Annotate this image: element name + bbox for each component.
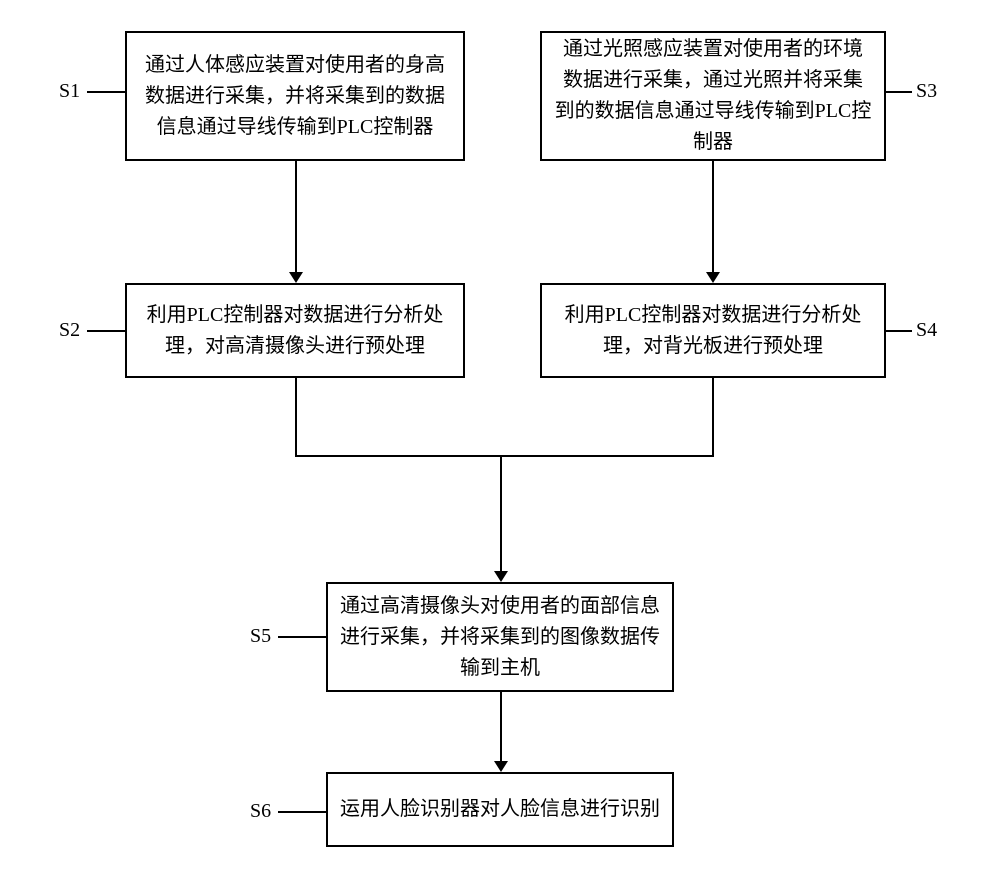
flowchart-canvas: 通过人体感应装置对使用者的身高数据进行采集，并将采集到的数据信息通过导线传输到P… [0,0,1000,883]
step-label-text: S6 [250,800,271,822]
step-label-s3: S3 [916,80,937,103]
edge-vline [295,161,297,272]
edge-vline [712,378,714,455]
flow-node-s3: 通过光照感应装置对使用者的环境数据进行采集，通过光照并将采集到的数据信息通过导线… [540,31,886,161]
flow-node-text: 利用PLC控制器对数据进行分析处理，对背光板进行预处理 [554,300,872,362]
step-label-text: S3 [916,80,937,102]
edge-vline [500,455,502,571]
flow-node-s6: 运用人脸识别器对人脸信息进行识别 [326,772,674,847]
leader-line [886,91,912,93]
leader-line [278,636,326,638]
flow-node-s5: 通过高清摄像头对使用者的面部信息进行采集，并将采集到的图像数据传输到主机 [326,582,674,692]
step-label-s5: S5 [250,625,271,648]
arrow-down-icon [706,272,720,283]
step-label-s1: S1 [59,80,80,103]
leader-line [87,330,125,332]
step-label-text: S5 [250,625,271,647]
step-label-text: S1 [59,80,80,102]
step-label-s2: S2 [59,319,80,342]
leader-line [87,91,125,93]
step-label-s4: S4 [916,319,937,342]
step-label-text: S2 [59,319,80,341]
flow-node-s2: 利用PLC控制器对数据进行分析处理，对高清摄像头进行预处理 [125,283,465,378]
flow-node-text: 运用人脸识别器对人脸信息进行识别 [340,794,660,825]
arrow-down-icon [289,272,303,283]
flow-node-text: 通过人体感应装置对使用者的身高数据进行采集，并将采集到的数据信息通过导线传输到P… [139,50,451,143]
flow-node-text: 通过光照感应装置对使用者的环境数据进行采集，通过光照并将采集到的数据信息通过导线… [554,34,872,158]
flow-node-s4: 利用PLC控制器对数据进行分析处理，对背光板进行预处理 [540,283,886,378]
arrow-down-icon [494,571,508,582]
edge-vline [500,692,502,761]
leader-line [278,811,326,813]
step-label-s6: S6 [250,800,271,823]
arrow-down-icon [494,761,508,772]
leader-line [886,330,912,332]
edge-hline [295,455,714,457]
flow-node-text: 通过高清摄像头对使用者的面部信息进行采集，并将采集到的图像数据传输到主机 [340,591,660,684]
edge-vline [712,161,714,272]
flow-node-text: 利用PLC控制器对数据进行分析处理，对高清摄像头进行预处理 [139,300,451,362]
step-label-text: S4 [916,319,937,341]
edge-vline [295,378,297,455]
flow-node-s1: 通过人体感应装置对使用者的身高数据进行采集，并将采集到的数据信息通过导线传输到P… [125,31,465,161]
